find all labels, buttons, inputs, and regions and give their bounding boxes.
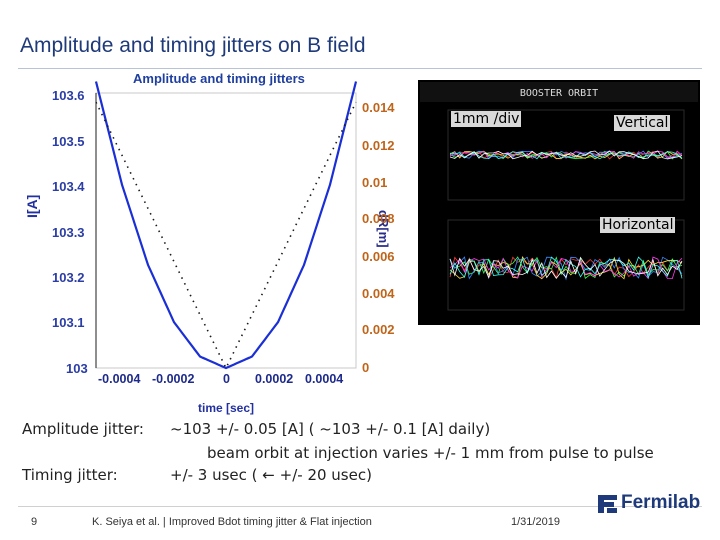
y-tick-label: 103 [66, 361, 88, 376]
x-axis-label: time [sec] [198, 401, 255, 415]
y-tick-label: 103.6 [52, 88, 85, 103]
x-tick-label: 0.0002 [255, 372, 294, 386]
horizontal-trace [449, 256, 683, 280]
footer-divider [18, 506, 702, 507]
logo-text: Fermilab [621, 492, 701, 513]
vertical-label: Vertical [614, 115, 671, 131]
y2-tick-label: 0.006 [362, 249, 395, 264]
vertical-trace [449, 150, 683, 160]
y-tick-label: 103.2 [52, 270, 85, 285]
fermilab-logo-icon [598, 495, 617, 513]
y-tick-label: 103.3 [52, 225, 85, 240]
horizontal-label: Horizontal [600, 217, 676, 233]
y-tick-label: 103.1 [52, 315, 85, 330]
x-tick-label: -0.0004 [98, 372, 141, 386]
y-tick-label: 103.4 [52, 179, 85, 194]
orbit-display-image: BOOSTER ORBIT [418, 80, 700, 325]
y-tick-label: 103.5 [52, 134, 85, 149]
horizontal-trace [449, 256, 683, 279]
vertical-traces [449, 150, 683, 160]
y2-tick-label: 0.01 [362, 175, 388, 190]
scope-header: BOOSTER ORBIT [520, 88, 598, 99]
amplitude-jitter-label: Amplitude jitter: [22, 420, 144, 438]
y2-tick-label: 0 [362, 360, 370, 375]
slide-title: Amplitude and timing jitters on B field [20, 34, 366, 57]
vertical-trace [449, 150, 683, 159]
y2-tick-label: 0.012 [362, 138, 395, 153]
x-tick-label: 0.0004 [305, 372, 344, 386]
title-divider [18, 68, 702, 69]
chart-title: Amplitude and timing jitters [133, 71, 305, 86]
series-layer [94, 81, 358, 370]
y-axis-label: I[A] [24, 194, 40, 218]
fermilab-logo: Fermilab [597, 491, 707, 515]
timing-jitter-label: Timing jitter: [22, 466, 118, 484]
page-number: 9 [31, 516, 38, 528]
scale-label: 1mm /div [451, 111, 522, 127]
x-tick-label: 0 [223, 372, 230, 386]
y2-tick-label: 0.004 [362, 286, 395, 301]
orbit-deviation-line [95, 101, 357, 370]
x-tick-label: -0.0002 [152, 372, 195, 386]
current-line [94, 81, 358, 370]
plot-frame [95, 92, 357, 369]
footer-date: 1/31/2019 [511, 516, 560, 528]
horizontal-traces [449, 256, 683, 281]
footer-author: K. Seiya et al. | Improved Bdot timing j… [92, 516, 372, 528]
y2-tick-label: 0.014 [362, 100, 395, 115]
beam-orbit-note: beam orbit at injection varies +/- 1 mm … [207, 444, 654, 462]
amplitude-jitter-value: ~103 +/- 0.05 [A] ( ~103 +/- 0.1 [A] dai… [170, 420, 491, 438]
horizontal-trace [449, 256, 683, 280]
timing-jitter-value: +/- 3 usec ( ← +/- 20 usec) [170, 466, 372, 484]
y2-tick-label: 0.008 [362, 211, 395, 226]
y2-tick-label: 0.002 [362, 322, 395, 337]
